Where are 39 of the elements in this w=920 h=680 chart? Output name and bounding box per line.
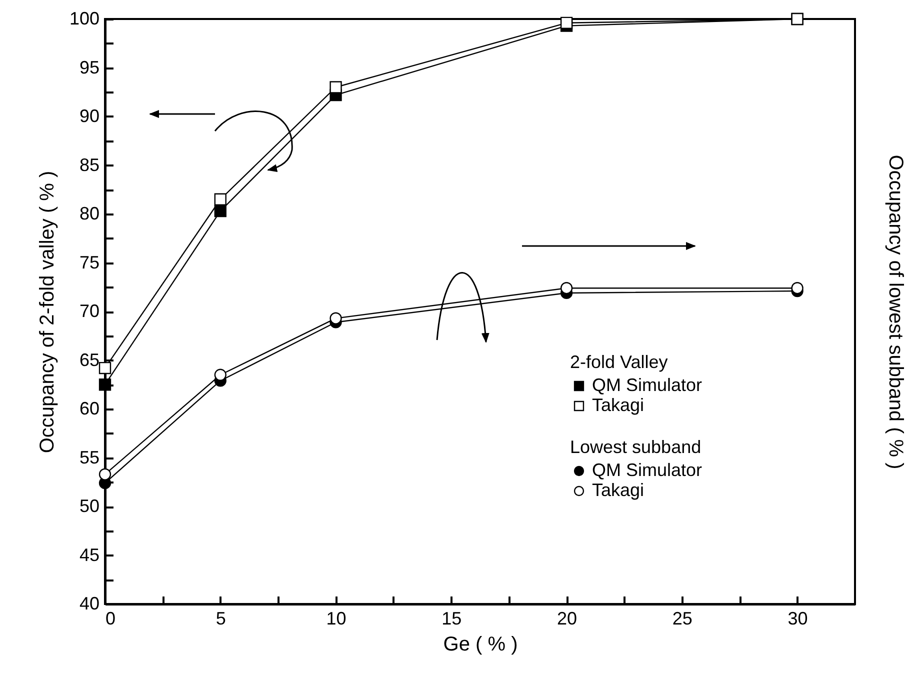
y-tick-label: 60 xyxy=(79,398,100,418)
y-tick-label: 75 xyxy=(79,252,100,272)
x-tick-label: 25 xyxy=(672,608,692,628)
y-tick-label: 45 xyxy=(79,544,100,565)
point xyxy=(98,362,112,374)
point xyxy=(330,81,342,94)
point xyxy=(560,282,573,294)
y-tick-label: 80 xyxy=(79,204,100,224)
legend-label: QM Simulator xyxy=(592,375,702,395)
point xyxy=(214,205,226,218)
y-tick-label: 85 xyxy=(79,154,100,175)
legend-label: QM Simulator xyxy=(592,460,702,480)
x-tick-label: 30 xyxy=(788,608,808,628)
y-axis-title: Occupancy of 2-fold valley ( % ) xyxy=(36,170,58,454)
point xyxy=(214,368,226,381)
point xyxy=(791,282,804,294)
x-tick-label: 20 xyxy=(557,608,578,628)
y-tick-label: 70 xyxy=(79,301,100,321)
x-tick-label: 0 xyxy=(106,608,116,628)
point xyxy=(98,468,112,480)
legend-label: Takagi xyxy=(592,395,644,415)
y2-axis-title: Occupancy of lowest subband ( % ) xyxy=(884,154,906,470)
text: 2-fold Valley xyxy=(570,352,668,372)
y-tick-label: 95 xyxy=(79,57,100,78)
point xyxy=(330,312,342,324)
y-tick-label: 90 xyxy=(79,106,100,126)
point xyxy=(214,193,226,206)
x-tick-label: 10 xyxy=(326,608,346,628)
y-tick-label: 100 xyxy=(69,8,100,28)
x-tick-label: 15 xyxy=(442,608,462,628)
y-tick-label: 50 xyxy=(79,496,100,516)
legend-label: Takagi xyxy=(592,480,644,500)
x-tick-label: 5 xyxy=(216,608,226,628)
point xyxy=(560,16,573,29)
y-tick-label: 65 xyxy=(79,350,100,370)
text: Lowest subband xyxy=(570,437,702,457)
y-tick-label: 55 xyxy=(79,447,100,468)
x-axis-title: Ge ( % ) xyxy=(443,634,518,656)
y-tick-label: 40 xyxy=(79,594,100,614)
